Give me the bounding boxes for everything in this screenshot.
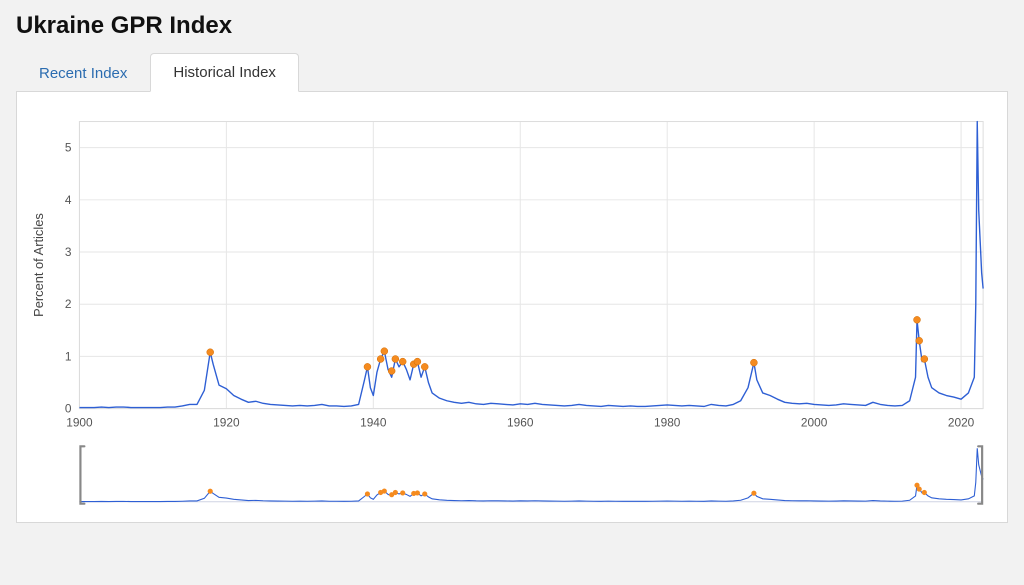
chart-marker[interactable]: [377, 356, 384, 363]
overview-marker: [917, 487, 922, 492]
page-title: Ukraine GPR Index: [16, 12, 1008, 40]
x-tick-label: 2000: [801, 415, 828, 429]
chart-container: 1900 1920 1940 1960 1980 2000 2020 0 1 2 3 4 5 Percen…: [16, 92, 1008, 523]
tab-recent-index[interactable]: Recent Index: [16, 54, 150, 92]
chart-marker[interactable]: [750, 359, 757, 366]
x-tick-label: 1940: [360, 415, 387, 429]
chart-marker[interactable]: [914, 316, 921, 323]
chart-marker[interactable]: [916, 337, 923, 344]
overview-handle-left[interactable]: [80, 446, 84, 503]
y-tick-label: 2: [65, 297, 72, 311]
chart-marker[interactable]: [392, 356, 399, 363]
chart-marker[interactable]: [207, 349, 214, 356]
y-tick-label: 0: [65, 402, 72, 416]
chart-marker[interactable]: [399, 358, 406, 365]
overview-line: [79, 448, 983, 501]
overview-marker: [365, 491, 370, 496]
overview-handle-right[interactable]: [978, 446, 982, 503]
tab-historical-index[interactable]: Historical Index: [150, 53, 299, 92]
x-tick-label: 1920: [213, 415, 240, 429]
y-axis-label: Percent of Articles: [31, 213, 46, 317]
overview-marker: [415, 490, 420, 495]
chart-marker[interactable]: [921, 356, 928, 363]
y-tick-label: 4: [65, 193, 72, 207]
overview-marker: [393, 490, 398, 495]
x-tick-label: 1900: [66, 415, 93, 429]
overview-marker: [208, 489, 213, 494]
y-tick-label: 5: [65, 141, 72, 155]
chart-marker[interactable]: [421, 363, 428, 370]
overview-marker: [382, 488, 387, 493]
overview-marker: [751, 491, 756, 496]
overview-marker: [922, 490, 927, 495]
x-tick-label: 1960: [507, 415, 534, 429]
overview-marker: [422, 491, 427, 496]
chart-marker[interactable]: [364, 363, 371, 370]
overview-marker: [400, 490, 405, 495]
y-tick-label: 3: [65, 245, 72, 259]
chart-marker[interactable]: [414, 358, 421, 365]
x-tick-label: 1980: [654, 415, 681, 429]
tabs: Recent Index Historical Index: [16, 52, 1008, 92]
x-tick-label: 2020: [948, 415, 975, 429]
main-chart[interactable]: 1900 1920 1940 1960 1980 2000 2020 0 1 2 3 4 5 Percen…: [25, 100, 995, 440]
chart-marker[interactable]: [381, 348, 388, 355]
chart-marker[interactable]: [388, 368, 395, 375]
overview-chart[interactable]: [25, 440, 995, 510]
y-tick-label: 1: [65, 349, 72, 363]
